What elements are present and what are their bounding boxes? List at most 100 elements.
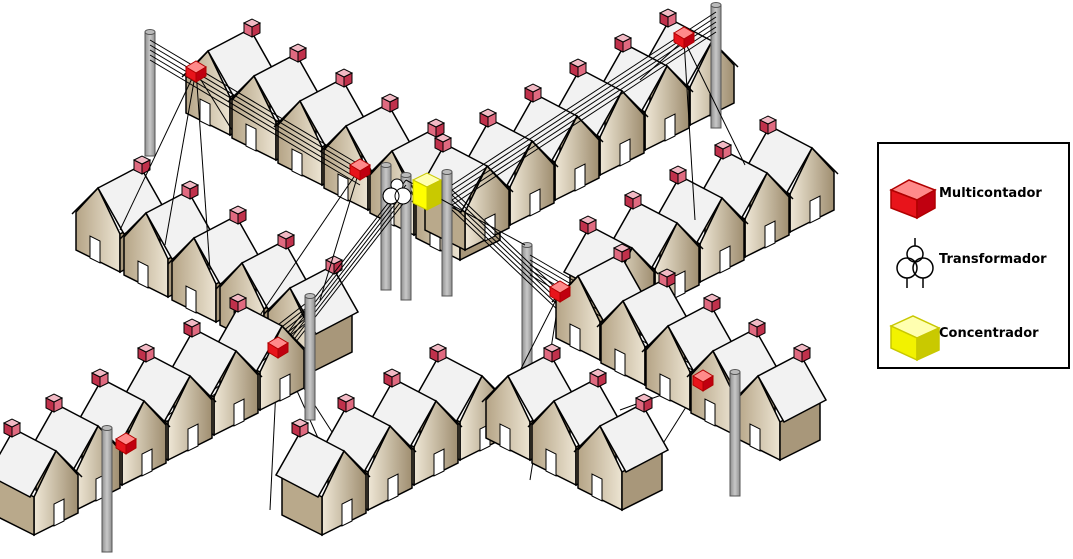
- chimney: [478, 108, 498, 128]
- chimney: [182, 318, 202, 338]
- concentrator-icon: [411, 172, 443, 211]
- multi-meter-icon: [549, 280, 571, 303]
- chimney: [523, 83, 543, 103]
- legend-item-concentrator: Concentrador: [879, 306, 1068, 366]
- wire: [149, 44, 361, 171]
- wire: [149, 39, 361, 166]
- multi-meter-icon: [185, 60, 207, 83]
- chimney: [132, 155, 152, 175]
- wire: [277, 184, 407, 351]
- chimney: [276, 230, 296, 250]
- multi-meter-icon: [115, 432, 137, 455]
- chimney: [613, 33, 633, 53]
- multi-meter-icon: [267, 336, 289, 359]
- chimney: [578, 215, 598, 235]
- wire: [195, 71, 233, 131]
- chimney: [428, 343, 448, 363]
- chimney: [242, 18, 262, 38]
- wire: [277, 194, 407, 361]
- utility-pole: [729, 369, 741, 497]
- house: [652, 165, 749, 284]
- concentrator-icon: [889, 315, 941, 362]
- chimney: [713, 140, 733, 160]
- multi-meter-icon: [349, 158, 371, 181]
- utility-pole: [101, 425, 113, 553]
- chimney: [288, 43, 308, 63]
- chimney: [180, 180, 200, 200]
- chimney: [90, 368, 110, 388]
- wire: [451, 189, 561, 293]
- utility-pole: [304, 293, 316, 421]
- utility-pole: [144, 29, 156, 157]
- diagram-front-layer: [0, 26, 828, 553]
- wire: [451, 26, 717, 201]
- chimney: [228, 293, 248, 313]
- multi-meter-icon: [889, 179, 937, 220]
- wire: [451, 199, 561, 303]
- chimney: [588, 368, 608, 388]
- chimney: [290, 418, 310, 438]
- legend-label-concentrator: Concentrador: [939, 326, 1039, 341]
- diagram-back-layer: [71, 2, 839, 374]
- chimney: [426, 118, 446, 138]
- wire: [277, 199, 407, 366]
- wire: [451, 194, 561, 298]
- wire: [683, 39, 746, 166]
- wire: [451, 16, 717, 191]
- house: [0, 418, 83, 537]
- chimney: [758, 115, 778, 135]
- transformer-icon: [382, 178, 412, 205]
- wire: [639, 39, 685, 81]
- chimney: [658, 8, 678, 28]
- transformer-icon: [896, 238, 934, 288]
- utility-pole: [441, 169, 453, 297]
- chimney: [612, 243, 632, 263]
- wire: [319, 167, 361, 301]
- chimney: [568, 58, 588, 78]
- wire: [149, 49, 361, 176]
- chimney: [136, 343, 156, 363]
- wire: [277, 179, 407, 346]
- legend-label-meter: Multicontador: [939, 186, 1042, 201]
- legend-label-transformer: Transformador: [939, 252, 1047, 267]
- chimney: [44, 393, 64, 413]
- chimney: [382, 368, 402, 388]
- chimney: [634, 393, 654, 413]
- house: [274, 418, 371, 537]
- wire: [164, 69, 197, 246]
- wire: [195, 69, 211, 271]
- chimney: [657, 268, 677, 288]
- utility-pole: [400, 172, 412, 301]
- wire: [451, 31, 717, 206]
- chimney: [623, 190, 643, 210]
- wire: [149, 54, 361, 181]
- chimney: [542, 343, 562, 363]
- chimney: [380, 93, 400, 113]
- chimney: [433, 133, 453, 153]
- chimney: [334, 68, 354, 88]
- house: [731, 343, 828, 462]
- chimney: [702, 293, 722, 313]
- chimney: [747, 318, 767, 338]
- utility-pole: [710, 2, 722, 129]
- wire: [451, 209, 561, 313]
- chimney: [336, 393, 356, 413]
- wire: [149, 59, 361, 186]
- chimney: [792, 343, 812, 363]
- wire: [119, 69, 197, 231]
- chimney: [668, 165, 688, 185]
- legend-item-transformer: Transformador: [879, 232, 1068, 292]
- wire: [683, 39, 696, 221]
- chimney: [228, 205, 248, 225]
- chimney: [2, 418, 22, 438]
- house: [417, 133, 514, 252]
- legend-box: Multicontador Transformador Concentrador: [877, 142, 1070, 369]
- wire: [277, 189, 407, 356]
- multi-meter-icon: [692, 369, 714, 392]
- house: [573, 393, 670, 512]
- wire: [451, 204, 561, 308]
- multi-meter-icon: [673, 26, 695, 49]
- wire: [249, 167, 361, 331]
- legend-item-meter: Multicontador: [879, 166, 1068, 226]
